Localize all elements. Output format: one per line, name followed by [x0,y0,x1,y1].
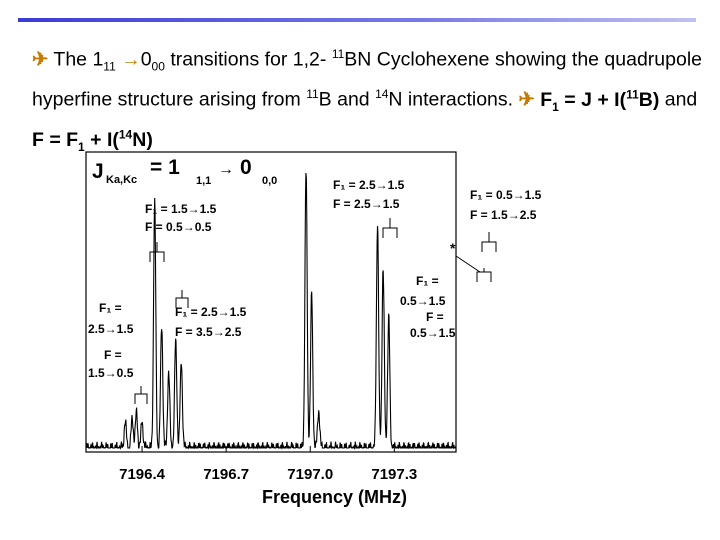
annotation-f1-05-15-star: F₁ = 0.5→1.5 F = 0.5→1.5 [400,274,456,340]
svg-text:2.5→1.5: 2.5→1.5 [88,322,134,336]
svg-text:F₁ = 1.5→1.5: F₁ = 1.5→1.5 [145,202,217,216]
svg-text:0.5→1.5: 0.5→1.5 [400,294,446,308]
svg-text:F =: F = [426,310,444,324]
caption-text: 0 [140,48,152,71]
equation-f1: F1 = J + I(11B) [540,87,660,114]
svg-text:F₁ =: F₁ = [416,274,439,288]
peak-brackets [134,218,497,404]
svg-text:0.5→1.5: 0.5→1.5 [410,326,456,340]
annotation-f1-05-15-top: F₁ = 0.5→1.5 F = 1.5→2.5 [470,188,542,222]
airplane-bullet-icon: ✈ [518,88,535,111]
svg-text:F = 1.5→2.5: F = 1.5→2.5 [470,208,537,222]
x-axis-ticks: 7196.4 7196.7 7197.0 7197.3 [119,446,417,483]
x-tick-label: 7197.3 [371,466,417,483]
svg-text:F₁ = 0.5→1.5: F₁ = 0.5→1.5 [470,188,542,202]
airplane-bullet-icon: ✈ [32,48,49,71]
svg-text:F = 0.5→0.5: F = 0.5→0.5 [145,220,212,234]
star-label: * [450,240,456,256]
svg-text:1.5→0.5: 1.5→0.5 [88,366,134,380]
svg-text:F =: F = [104,348,122,362]
annotation-f1-25-15-mid: F₁ = 2.5→1.5 F = 3.5→2.5 [175,305,247,339]
caption-text: transitions for 1,2- [164,48,332,71]
caption-text: N interactions. [388,88,519,111]
x-tick-label: 7197.0 [287,466,333,483]
chart-title-to: 0 [240,156,252,179]
x-axis-label: Frequency (MHz) [262,487,407,507]
x-tick-label: 7196.4 [119,466,166,483]
caption-text: BN Cyclohexene showing the quadrupole hy… [32,48,703,111]
svg-text:F₁ =: F₁ = [99,301,122,315]
svg-text:F = 3.5→2.5: F = 3.5→2.5 [175,325,242,339]
title-separator-line [18,18,696,22]
caption-text: B and [318,88,376,111]
svg-text:F₁ = 2.5→1.5: F₁ = 2.5→1.5 [333,178,405,192]
chart-title-to-sub: 0,0 [262,175,277,187]
caption-text: The 1 [53,48,104,71]
caption-sub: 00 [151,59,165,74]
annotation-f1-25-15-left: F₁ = 2.5→1.5 [88,301,134,336]
slide-caption: ✈ The 111 →000 transitions for 1,2- 11BN… [32,40,702,161]
svg-text:F₁ = 2.5→1.5: F₁ = 2.5→1.5 [175,305,247,319]
equation-f: F = F1 + I(14N) [32,127,153,155]
caption-sub: 11 [103,59,116,74]
caption-text: and [659,88,698,111]
caption-sup: 11 [331,47,345,61]
svg-text:F = 2.5→1.5: F = 2.5→1.5 [333,197,400,211]
chart-title-eq: = 1 [150,156,180,179]
annotation-f-15-05-left: F = 1.5→0.5 [88,348,134,380]
annotation-f1-25-15-top: F₁ = 2.5→1.5 F = 2.5→1.5 [333,178,405,211]
caption-sup: 11 [306,87,319,102]
annotation-f1-15-15: F₁ = 1.5→1.5 F = 0.5→0.5 [145,202,217,234]
chart-title-from-sub: 1,1 [196,175,211,187]
plot-frame [85,151,457,453]
right-arrow-icon: → [121,48,141,71]
caption-sup: 14 [375,87,389,102]
x-tick-label: 7196.7 [203,466,249,483]
chart-title-arrow: → [218,161,234,178]
chart-title-j: J [92,160,104,183]
spectrum-trace [85,172,457,451]
chart-title-sub: Ka,Kc [106,174,137,186]
